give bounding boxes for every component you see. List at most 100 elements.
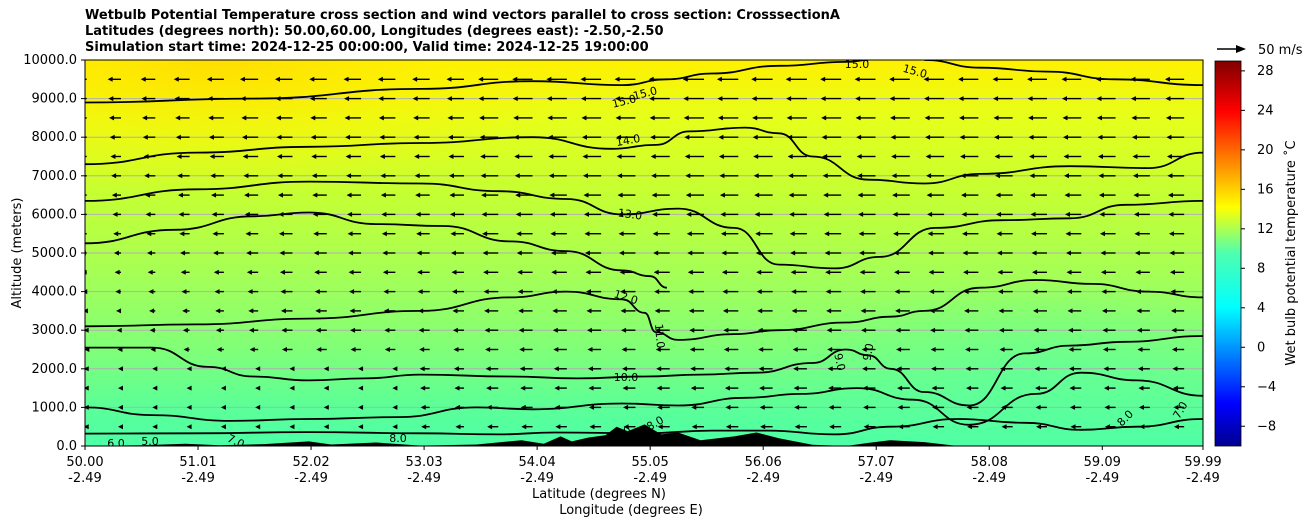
wind-vector xyxy=(454,404,464,410)
colorbar-ticks: 28 24 20 16 12 8 4 0 −4 −8 xyxy=(1241,64,1276,434)
wind-vector xyxy=(999,347,1013,352)
wind-vector xyxy=(618,211,636,217)
contour-label: 13.0 xyxy=(617,206,643,222)
contour-line-8 xyxy=(85,418,1203,436)
colorbar-tick-label: 4 xyxy=(1257,301,1265,316)
wind-vector xyxy=(281,347,293,352)
wind-vector xyxy=(255,404,261,410)
wind-vector xyxy=(358,424,364,430)
wind-vector xyxy=(178,211,190,217)
wind-vector xyxy=(687,250,705,256)
wind-vector xyxy=(719,173,739,179)
wind-vector xyxy=(349,308,362,314)
wind-vector xyxy=(891,173,910,179)
wind-vector xyxy=(958,96,979,102)
wind-vector xyxy=(310,115,327,121)
wind-vector xyxy=(619,250,636,256)
wind-vector xyxy=(518,308,533,314)
contour-label: 8.0 xyxy=(612,423,633,441)
wind-vector xyxy=(894,269,910,275)
contour-label-text: 6.0 xyxy=(107,437,125,450)
wind-vector xyxy=(720,231,739,237)
wind-vector xyxy=(214,289,224,295)
wind-vector xyxy=(453,347,464,352)
wind-vector xyxy=(690,366,705,372)
wind-vector xyxy=(213,250,224,256)
wind-vector xyxy=(449,192,464,198)
wind-vector xyxy=(246,250,259,256)
wind-vector xyxy=(823,192,842,198)
wind-vector xyxy=(585,269,602,275)
x-axis-label-latitude: Latitude (degrees N) xyxy=(532,487,666,502)
wind-vector xyxy=(758,347,773,352)
wind-vector xyxy=(348,250,362,256)
wind-vector xyxy=(312,192,327,198)
wind-vector xyxy=(789,231,807,237)
wind-vector xyxy=(248,308,259,314)
wind-vector xyxy=(379,154,396,159)
colorbar-tick-label: 28 xyxy=(1257,64,1274,79)
wind-vector xyxy=(927,211,945,217)
wind-vector xyxy=(349,289,362,295)
chart-title-line-3: Simulation start time: 2024-12-25 00:00:… xyxy=(85,40,649,55)
wind-vector xyxy=(959,115,979,121)
contour-line-12 xyxy=(85,279,1203,341)
wind-vector xyxy=(961,211,979,217)
wind-vector xyxy=(208,134,224,140)
wind-vector xyxy=(862,385,876,391)
contour-label: 15.0 xyxy=(611,92,638,111)
wind-vector xyxy=(1096,96,1116,102)
wind-vector xyxy=(717,115,739,121)
wind-vector xyxy=(549,192,567,198)
wind-vector xyxy=(480,173,499,179)
wind-vector xyxy=(311,154,327,159)
wind-vector xyxy=(117,347,123,352)
wind-vector xyxy=(146,231,156,237)
wind-vector xyxy=(719,192,739,198)
wind-vector xyxy=(513,134,533,140)
wind-vector xyxy=(683,115,705,121)
wind-vector xyxy=(118,385,124,391)
wind-vector xyxy=(309,96,327,102)
wind-vector xyxy=(794,424,807,430)
wind-vector xyxy=(419,366,430,372)
wind-vector xyxy=(1172,366,1185,372)
wind-vector xyxy=(998,308,1013,314)
wind-vector xyxy=(546,76,567,82)
wind-vector xyxy=(792,347,807,352)
wind-vector xyxy=(790,250,807,256)
wind-vector xyxy=(384,347,396,352)
wind-vector xyxy=(551,289,567,295)
wind-vector xyxy=(1034,347,1047,352)
wind-vector xyxy=(140,76,156,82)
wind-vector xyxy=(358,404,364,410)
wind-vector xyxy=(109,115,122,121)
wind-vector xyxy=(149,327,156,333)
wind-vector xyxy=(415,192,430,198)
wind-vector xyxy=(889,96,910,102)
wind-vector xyxy=(928,250,945,256)
wind-vector xyxy=(757,308,773,314)
wind-vector xyxy=(580,96,602,102)
wind-vector xyxy=(110,154,122,159)
wind-vector xyxy=(174,96,190,102)
wind-vector xyxy=(517,289,533,295)
wind-vector xyxy=(994,134,1013,140)
wind-vector xyxy=(220,404,226,410)
wind-vector xyxy=(755,231,773,237)
wind-vector xyxy=(616,154,636,159)
wind-vector xyxy=(1132,154,1150,159)
wind-vector xyxy=(323,366,329,372)
wind-vector xyxy=(145,211,156,217)
x-tick-label-lon: -2.49 xyxy=(520,471,554,486)
wind-vector xyxy=(449,211,464,217)
wind-vector xyxy=(587,347,602,352)
wind-vector xyxy=(1173,424,1185,430)
y-tick-label: 3000.0 xyxy=(32,323,78,338)
wind-vector xyxy=(1166,154,1185,159)
wind-vector xyxy=(893,250,910,256)
wind-vector xyxy=(1104,424,1116,430)
wind-vector xyxy=(116,327,122,333)
wind-vector xyxy=(85,385,89,391)
wind-vector xyxy=(648,76,670,82)
